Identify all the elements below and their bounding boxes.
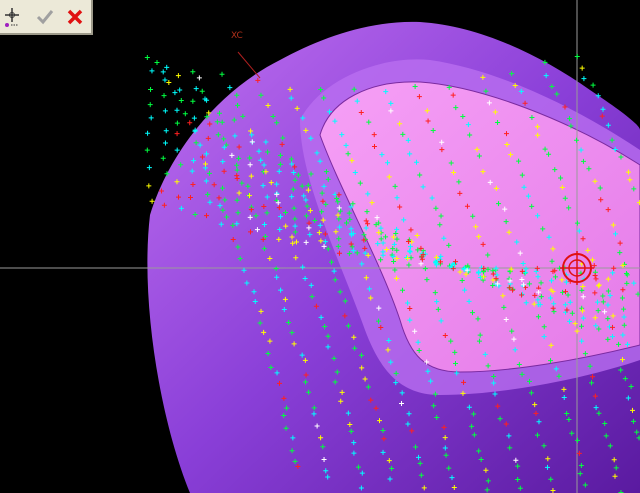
point-markers-1 — [145, 64, 637, 491]
point-dialog-button[interactable] — [0, 2, 30, 32]
point-cloud — [144, 53, 640, 493]
xc-axis-label: XC — [231, 31, 243, 41]
point-markers-2 — [146, 65, 640, 493]
point-markers-3 — [159, 77, 626, 470]
point-markers-4 — [196, 75, 608, 463]
cancel-button[interactable] — [60, 2, 90, 32]
point-constructor-icon — [5, 7, 19, 27]
close-icon — [67, 9, 83, 24]
part-top-face — [319, 81, 640, 373]
checkmark-icon — [36, 9, 54, 24]
xc-axis-line — [237, 51, 261, 79]
target-icon[interactable] — [560, 251, 594, 285]
selection-toolbar — [0, 0, 93, 35]
ok-button[interactable] — [30, 2, 60, 32]
